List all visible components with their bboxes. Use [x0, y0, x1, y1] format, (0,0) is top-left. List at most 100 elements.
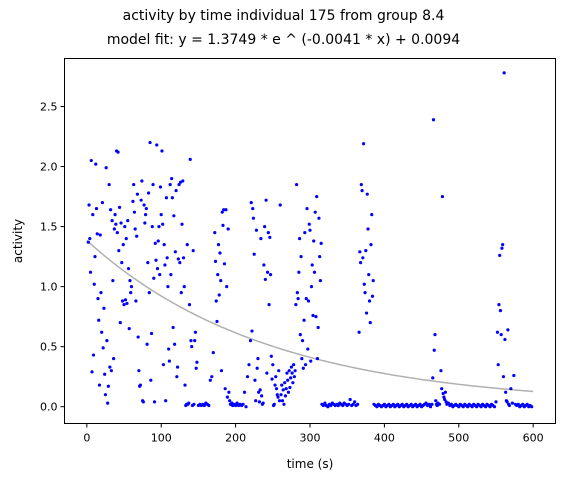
data-point [251, 216, 256, 220]
data-point [299, 255, 303, 259]
data-point [188, 157, 192, 161]
data-point [396, 402, 400, 406]
data-point [291, 381, 295, 385]
data-point [266, 231, 270, 235]
data-point [153, 241, 157, 245]
data-point [414, 402, 418, 406]
data-point [443, 397, 447, 402]
data-point [495, 330, 500, 334]
data-point [302, 318, 306, 322]
data-point [318, 279, 323, 283]
data-point [292, 375, 296, 379]
data-point [298, 333, 302, 337]
data-point [181, 179, 185, 183]
data-point [266, 270, 270, 274]
data-point [175, 365, 180, 369]
data-point [111, 279, 115, 283]
data-point [400, 402, 404, 406]
data-point [92, 282, 96, 286]
data-point [152, 400, 157, 404]
data-point [498, 253, 502, 258]
data-point [356, 402, 360, 406]
data-point [193, 330, 198, 334]
data-point [165, 256, 169, 260]
data-point [142, 203, 146, 207]
data-point [311, 313, 315, 318]
data-point [295, 291, 299, 295]
data-point [259, 237, 263, 241]
data-point [96, 297, 100, 301]
data-point [443, 390, 447, 394]
data-point [361, 256, 365, 260]
data-point [189, 339, 193, 343]
data-point [101, 346, 105, 350]
data-point [498, 309, 503, 313]
data-point [148, 140, 152, 145]
data-point [428, 405, 433, 409]
data-point [257, 390, 261, 394]
data-point [118, 321, 122, 325]
data-point [215, 319, 219, 324]
data-point [161, 363, 166, 367]
data-point [102, 306, 106, 310]
data-point [135, 192, 140, 196]
data-point [89, 158, 93, 163]
data-point [276, 395, 280, 399]
y-axis-label: activity [11, 219, 25, 263]
x-tick-label: 200 [225, 432, 246, 445]
data-point [326, 405, 330, 409]
data-point [93, 255, 97, 259]
data-point [152, 276, 156, 280]
data-point [321, 403, 325, 408]
data-point [483, 405, 488, 409]
data-point [128, 279, 132, 283]
data-point [145, 342, 149, 346]
data-point [123, 298, 128, 302]
data-point [95, 232, 99, 236]
data-point [226, 227, 230, 231]
data-point [262, 263, 266, 267]
data-point [175, 375, 179, 379]
data-point [282, 402, 286, 406]
data-point [88, 270, 93, 274]
data-point [267, 303, 271, 307]
x-tick-label: 400 [374, 432, 395, 445]
data-point [159, 212, 163, 217]
data-point [149, 378, 153, 382]
data-point [375, 405, 379, 409]
data-point [427, 402, 431, 406]
data-point [178, 261, 182, 265]
data-point [424, 401, 428, 405]
data-point [90, 370, 94, 374]
data-point [387, 402, 391, 406]
data-point [307, 222, 311, 226]
data-point [265, 371, 269, 375]
data-point [147, 291, 151, 295]
data-point [254, 399, 258, 403]
data-point [217, 293, 221, 297]
data-point [251, 206, 255, 211]
y-tick-label: 0.5 [40, 341, 58, 354]
data-point [269, 354, 273, 358]
data-point [245, 375, 250, 379]
data-point [113, 212, 117, 217]
data-point [272, 402, 276, 406]
x-tick-label: 500 [448, 432, 469, 445]
data-point [86, 240, 90, 244]
data-point [257, 400, 262, 404]
data-point [283, 381, 287, 385]
data-point [223, 387, 227, 391]
y-tick-label: 2.5 [40, 101, 58, 114]
data-point [117, 205, 122, 209]
data-point [109, 369, 113, 373]
data-point [177, 182, 181, 187]
x-tick-label: 300 [300, 432, 321, 445]
data-point [358, 261, 363, 265]
data-point [319, 241, 323, 245]
data-point [315, 357, 320, 361]
data-point [138, 383, 142, 387]
data-point [241, 402, 245, 406]
data-point [442, 395, 446, 399]
data-point [97, 383, 102, 387]
